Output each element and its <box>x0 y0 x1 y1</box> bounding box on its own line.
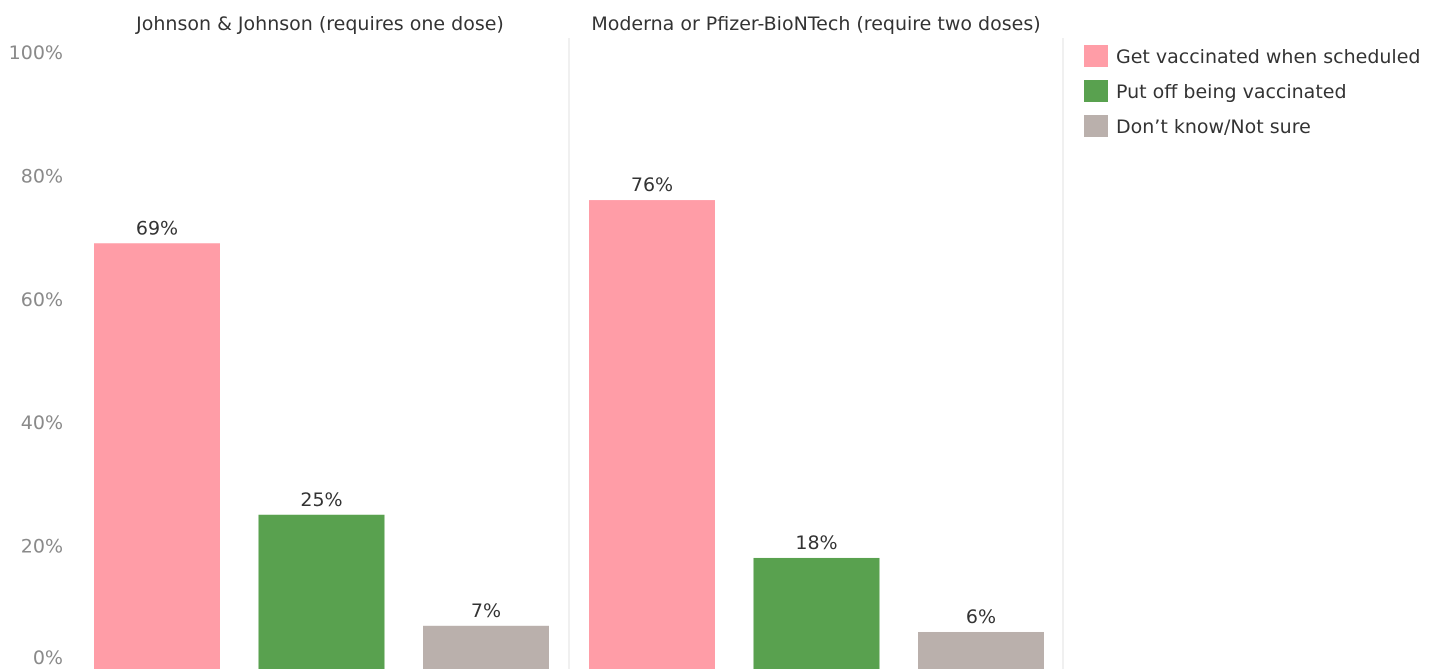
data-label: 76% <box>631 174 673 196</box>
bar <box>918 631 1044 669</box>
panel-title-moderna-pfizer: Moderna or Pfizer-BioNTech (require two … <box>591 13 1040 35</box>
legend-item-label: Get vaccinated when scheduled <box>1116 46 1420 68</box>
y-tick-label: 0% <box>33 647 63 669</box>
legend-swatch <box>1084 80 1108 102</box>
y-tick-label: 20% <box>21 536 63 558</box>
panel-title-johnson: Johnson & Johnson (requires one dose) <box>135 13 504 35</box>
legend-item-label: Don’t know/Not sure <box>1116 116 1311 138</box>
legend-swatch <box>1084 115 1108 137</box>
bar <box>258 514 385 669</box>
y-tick-label: 60% <box>21 289 63 311</box>
bar <box>423 625 549 669</box>
y-tick-label: 80% <box>21 165 63 187</box>
data-label: 25% <box>300 489 342 511</box>
legend: Get vaccinated when scheduled Put off bei… <box>1084 45 1420 138</box>
bar <box>589 200 715 669</box>
data-label: 6% <box>966 606 996 628</box>
y-tick-label: 40% <box>21 412 63 434</box>
legend-swatch <box>1084 45 1108 67</box>
y-axis: 0% 20% 40% 60% 80% 100% <box>9 42 63 669</box>
y-tick-label: 100% <box>9 42 63 64</box>
data-labels: 69% 25% 7% 76% 18% 6% <box>136 174 996 628</box>
data-label: 69% <box>136 217 178 239</box>
data-label: 18% <box>795 532 837 554</box>
bar <box>94 243 220 669</box>
bar <box>753 557 880 669</box>
bars <box>94 200 1044 669</box>
data-label: 7% <box>471 600 501 622</box>
legend-item-label: Put off being vaccinated <box>1116 81 1347 103</box>
